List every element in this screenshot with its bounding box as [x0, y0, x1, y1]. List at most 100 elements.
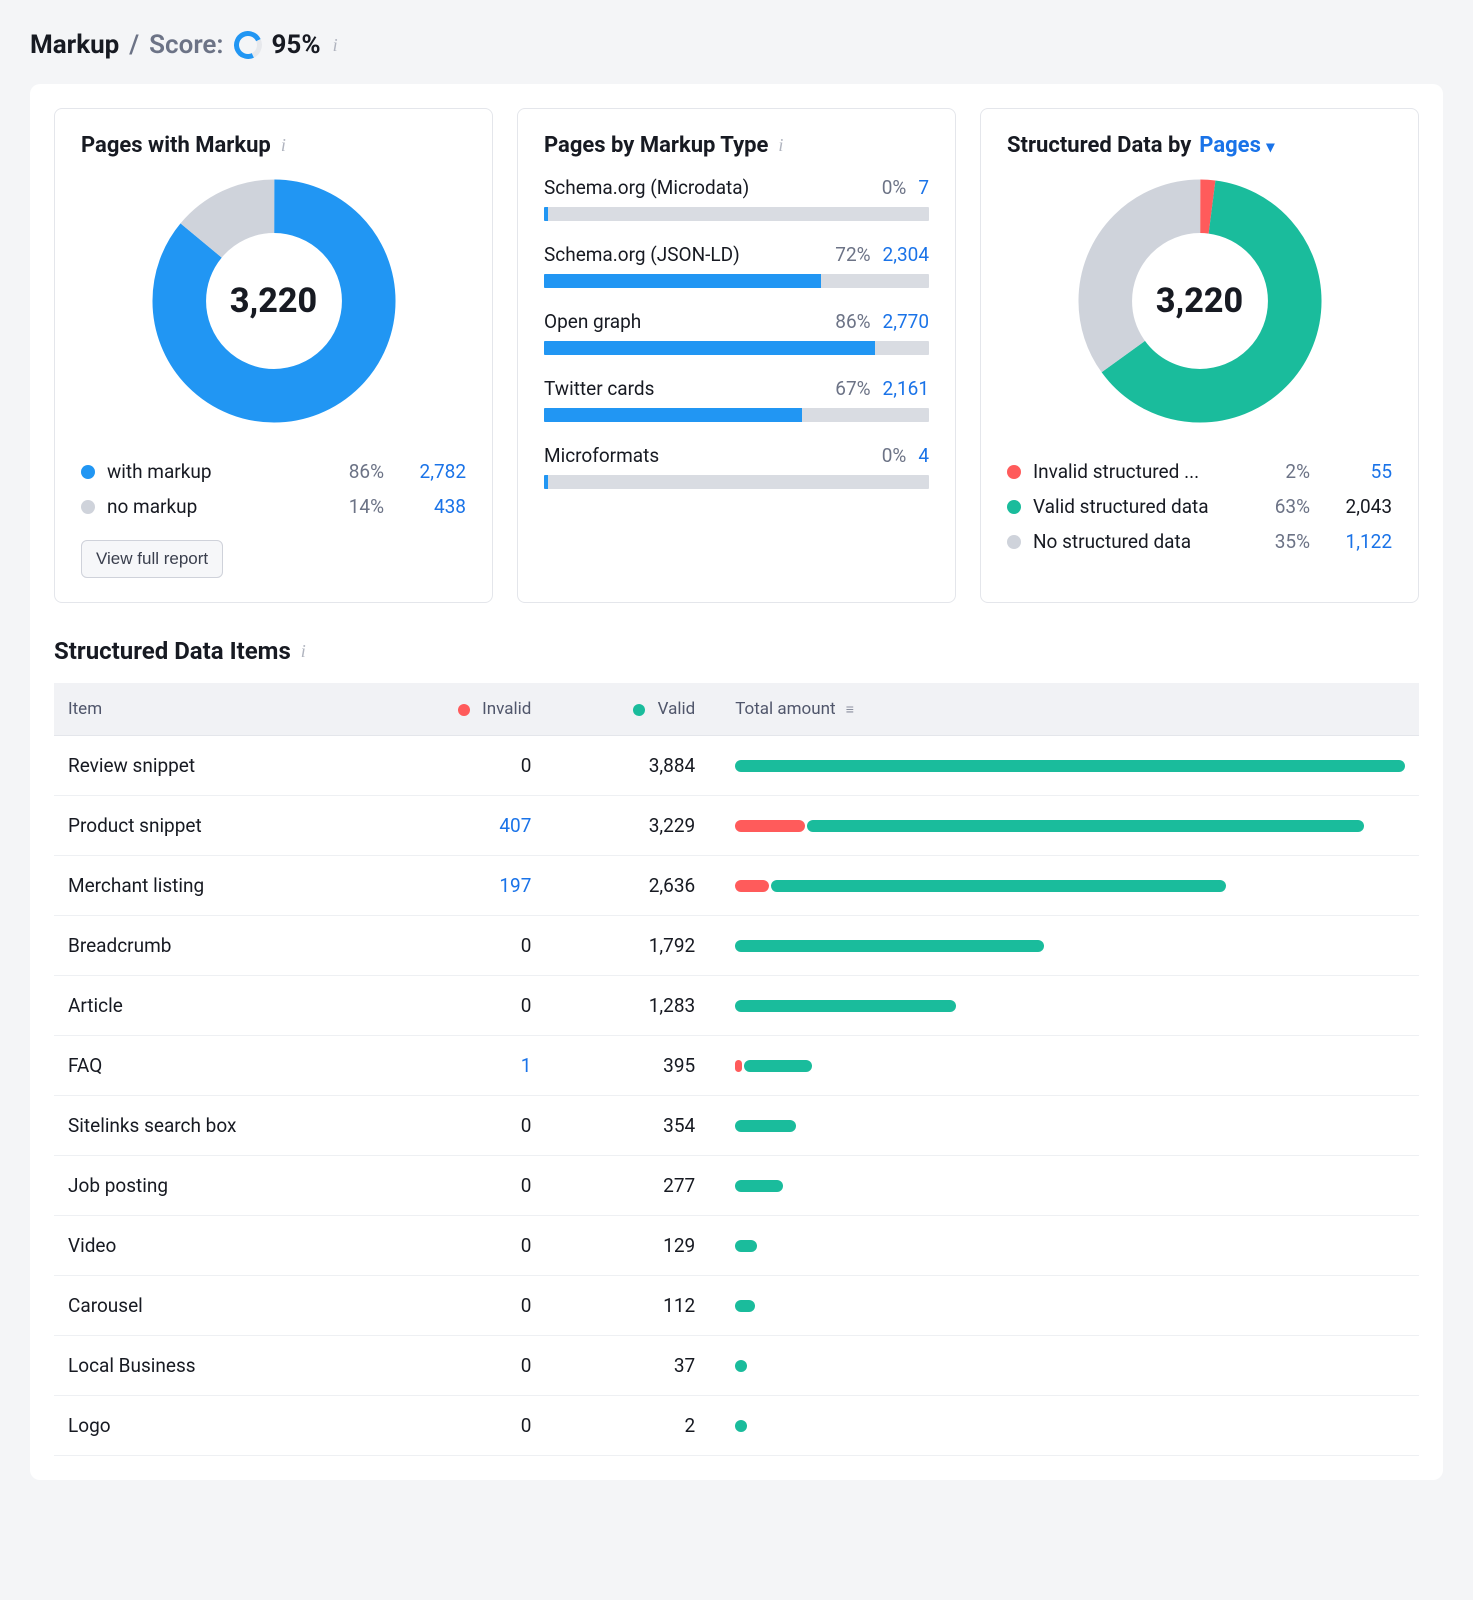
cell-invalid: 0: [382, 1336, 546, 1396]
col-total[interactable]: Total amount ≡: [709, 683, 1419, 736]
markup-type-bar: Schema.org (JSON-LD)72%2,304: [544, 243, 929, 288]
table-row: Breadcrumb01,792: [54, 916, 1419, 976]
card-title: Pages by Markup Type: [544, 133, 768, 158]
table-row: Merchant listing 197 2,636: [54, 856, 1419, 916]
markup-type-bar: Microformats0%4: [544, 444, 929, 489]
total-bar: [735, 880, 1405, 892]
structured-data-by-dropdown[interactable]: Pages ▾: [1199, 133, 1274, 158]
col-valid[interactable]: Valid: [545, 683, 709, 736]
total-bar: [735, 1240, 1405, 1252]
cell-valid: 1,792: [545, 916, 709, 976]
legend-pct: 86%: [330, 460, 384, 483]
table-row: Local Business037: [54, 1336, 1419, 1396]
bar-valid-segment: [735, 1300, 754, 1312]
bar-valid-segment: [735, 1120, 796, 1132]
legend-label: No structured data: [1033, 530, 1244, 553]
invalid-count: 0: [521, 754, 532, 777]
info-icon[interactable]: i: [333, 35, 338, 56]
bar-invalid-segment: [735, 880, 769, 892]
table-row: Review snippet03,884: [54, 736, 1419, 796]
cell-item: Breadcrumb: [54, 916, 382, 976]
invalid-count: 0: [521, 1294, 532, 1317]
cell-item: Merchant listing: [54, 856, 382, 916]
view-full-report-button[interactable]: View full report: [81, 540, 223, 578]
cell-valid: 112: [545, 1276, 709, 1336]
legend-pct: 35%: [1256, 530, 1310, 553]
bar-label: Twitter cards: [544, 377, 823, 400]
total-bar: [735, 1360, 1405, 1372]
cell-valid: 129: [545, 1216, 709, 1276]
bar-value[interactable]: 2,161: [883, 377, 929, 400]
legend-pct: 14%: [330, 495, 384, 518]
bar-pct: 86%: [835, 310, 870, 333]
cell-total-bar: [709, 1096, 1419, 1156]
cell-invalid: 0: [382, 1216, 546, 1276]
cell-invalid: 0: [382, 1156, 546, 1216]
cell-valid: 354: [545, 1096, 709, 1156]
structured-data-items-table: Item Invalid Valid Total amount ≡ Revi: [54, 683, 1419, 1456]
invalid-count: 0: [521, 1414, 532, 1437]
cell-invalid: 0: [382, 1396, 546, 1456]
cell-item: FAQ: [54, 1036, 382, 1096]
cell-invalid: 0: [382, 1276, 546, 1336]
bar-fill: [544, 408, 802, 422]
markup-type-bar: Open graph86%2,770: [544, 310, 929, 355]
cell-total-bar: [709, 1036, 1419, 1096]
cell-valid: 37: [545, 1336, 709, 1396]
legend-value[interactable]: 438: [396, 495, 466, 518]
total-bar: [735, 760, 1405, 772]
card-structured-data-by: Structured Data by Pages ▾ 3,220 Invalid…: [980, 108, 1419, 603]
legend-value: 2,043: [1322, 495, 1392, 518]
cell-total-bar: [709, 1396, 1419, 1456]
cell-item: Review snippet: [54, 736, 382, 796]
bar-valid-segment: [735, 1360, 747, 1372]
bar-valid-segment: [735, 1240, 757, 1252]
info-icon[interactable]: i: [778, 135, 783, 156]
bar-value[interactable]: 4: [918, 444, 929, 467]
cell-total-bar: [709, 1156, 1419, 1216]
bar-fill: [544, 207, 548, 221]
col-item[interactable]: Item: [54, 683, 382, 736]
col-invalid[interactable]: Invalid: [382, 683, 546, 736]
info-icon[interactable]: i: [301, 641, 306, 662]
invalid-count-link[interactable]: 1: [521, 1054, 532, 1077]
breadcrumb-separator: /: [129, 30, 139, 60]
bar-fill: [544, 341, 875, 355]
card-pages-with-markup: Pages with Markup i 3,220 with markup86%…: [54, 108, 493, 603]
total-bar: [735, 1120, 1405, 1132]
legend-dot-icon: [1007, 535, 1021, 549]
markup-type-bar: Twitter cards67%2,161: [544, 377, 929, 422]
legend-value[interactable]: 55: [1322, 460, 1392, 483]
bar-value[interactable]: 2,770: [883, 310, 929, 333]
invalid-count-link[interactable]: 197: [499, 874, 531, 897]
invalid-count: 0: [521, 994, 532, 1017]
info-icon[interactable]: i: [281, 135, 286, 156]
cell-item: Job posting: [54, 1156, 382, 1216]
cell-item: Product snippet: [54, 796, 382, 856]
cell-total-bar: [709, 1336, 1419, 1396]
total-bar: [735, 1300, 1405, 1312]
bar-valid-segment: [771, 880, 1226, 892]
table-row: Job posting0277: [54, 1156, 1419, 1216]
cell-total-bar: [709, 976, 1419, 1036]
invalid-count-link[interactable]: 407: [499, 814, 531, 837]
cell-total-bar: [709, 1276, 1419, 1336]
cell-invalid: 0: [382, 1096, 546, 1156]
legend-value[interactable]: 1,122: [1322, 530, 1392, 553]
bar-fill: [544, 475, 548, 489]
score-ring-icon: [230, 27, 266, 63]
cell-valid: 2,636: [545, 856, 709, 916]
total-bar: [735, 1000, 1405, 1012]
cell-item: Sitelinks search box: [54, 1096, 382, 1156]
bar-value[interactable]: 7: [918, 176, 929, 199]
cell-invalid: 0: [382, 736, 546, 796]
legend-row: with markup86%2,782: [81, 454, 466, 489]
legend-pct: 63%: [1256, 495, 1310, 518]
bar-value[interactable]: 2,304: [883, 243, 929, 266]
cell-invalid: 407: [382, 796, 546, 856]
card-title: Pages with Markup: [81, 133, 271, 158]
legend-value[interactable]: 2,782: [396, 460, 466, 483]
table-row: Article01,283: [54, 976, 1419, 1036]
donut-center-value: 3,220: [1075, 176, 1325, 426]
bar-valid-segment: [807, 820, 1364, 832]
